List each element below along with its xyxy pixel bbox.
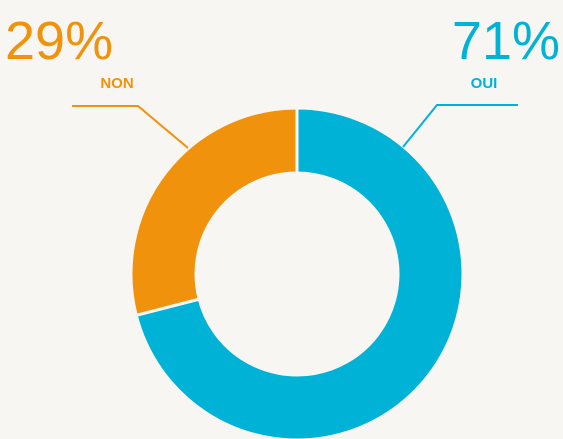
- category-label: OUI: [471, 75, 498, 92]
- slice: [134, 106, 465, 439]
- slice: [129, 106, 299, 318]
- donut: [129, 106, 465, 439]
- value-label: 71%: [452, 11, 560, 71]
- value-label: 29%: [5, 11, 113, 71]
- category-label: NON: [100, 75, 133, 92]
- leader-line: [402, 104, 518, 148]
- leader-line: [72, 105, 189, 149]
